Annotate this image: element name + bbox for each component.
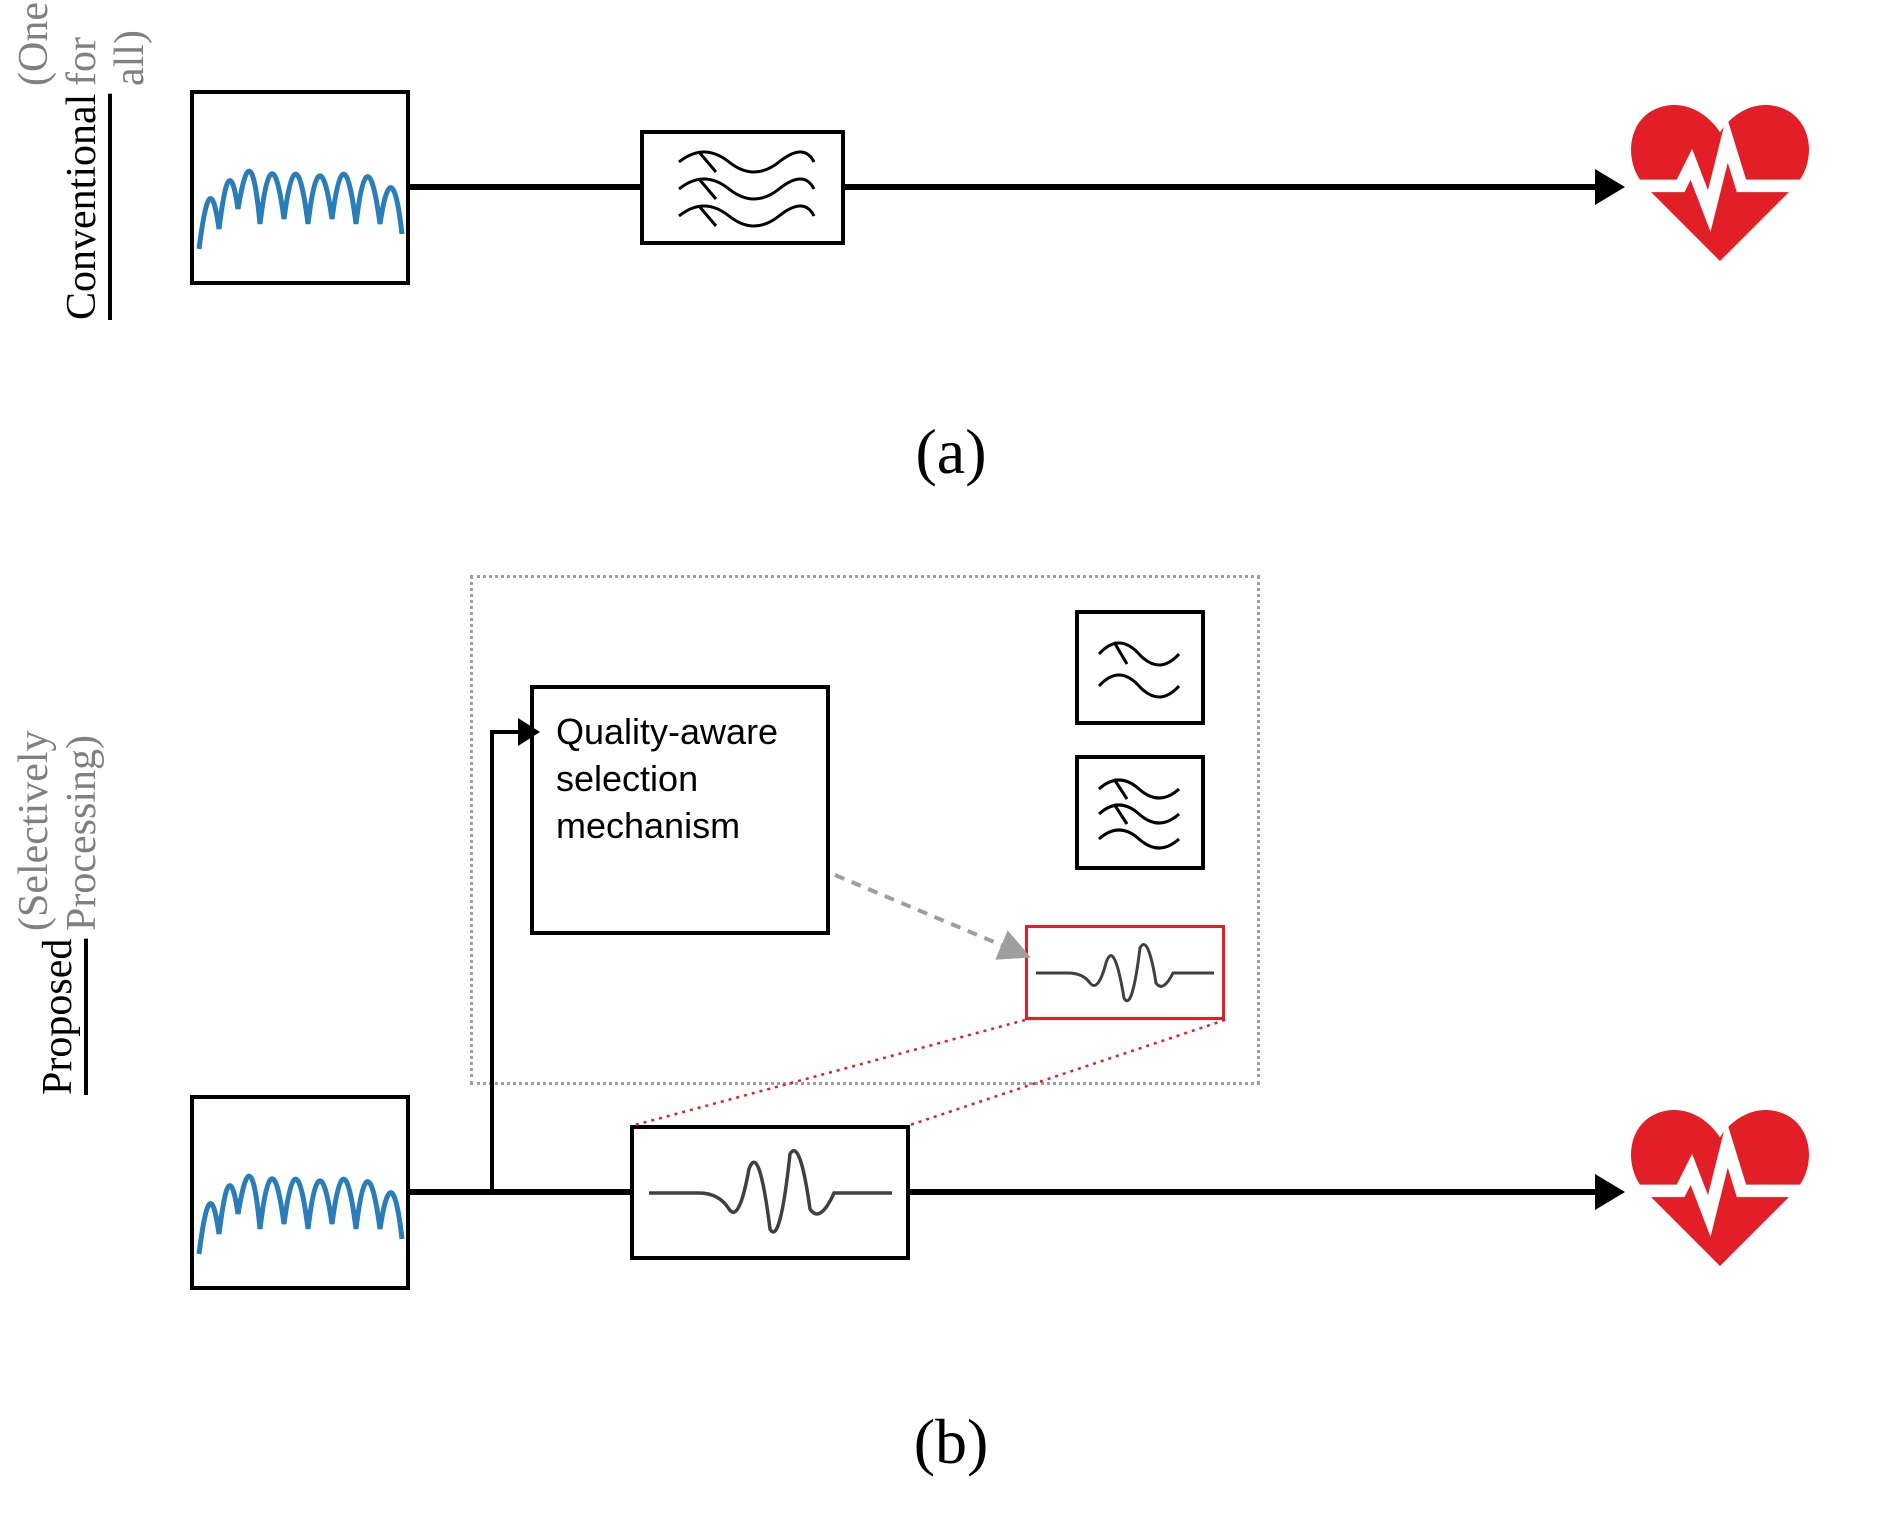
panel-b: Proposed (Selectively Processing) Qualit… xyxy=(0,555,1902,1532)
arrow-segment-1 xyxy=(410,184,640,190)
arrowhead-b-icon xyxy=(1595,1174,1625,1210)
panel-a: Conventional (One for all) (a) xyxy=(0,20,1902,550)
main-filter-box xyxy=(630,1125,910,1260)
filter-icon xyxy=(1079,759,1201,866)
panel-a-caption: (a) xyxy=(915,415,986,489)
panel-b-sidelabel-main: Proposed xyxy=(34,939,82,1095)
panel-a-sidelabel-sub: (One for all) xyxy=(10,2,154,86)
selector-box: Quality-aware selection mechanism xyxy=(530,685,830,935)
arrow-segment-2 xyxy=(845,184,1595,190)
filter-option-selected xyxy=(1025,925,1225,1020)
heart-icon xyxy=(1630,100,1810,270)
selector-box-text: Quality-aware selection mechanism xyxy=(556,711,778,846)
signal-input-box xyxy=(190,90,410,285)
panel-b-caption: (b) xyxy=(914,1405,989,1479)
panel-a-sidelabel: Conventional (One for all) xyxy=(10,60,154,320)
ppg-waveform-icon xyxy=(194,94,406,281)
panel-a-sidelabel-main: Conventional xyxy=(58,94,106,320)
arrowhead-up-icon xyxy=(518,718,540,746)
arrow-b-seg2 xyxy=(910,1189,1595,1195)
filter-icon xyxy=(1079,614,1201,721)
signal-input-box-b xyxy=(190,1095,410,1290)
heart-output xyxy=(1630,100,1810,270)
wavelet-icon xyxy=(1028,928,1222,1017)
ppg-waveform-icon xyxy=(194,1099,406,1286)
elbow-v xyxy=(490,730,494,1192)
elbow-h2 xyxy=(490,730,520,734)
selection-link xyxy=(630,1015,1230,1135)
panel-b-sidelabel-sub: (Selectively Processing) xyxy=(10,615,106,931)
arrow-b-seg1 xyxy=(410,1189,630,1195)
filter-box xyxy=(640,130,845,245)
filter-icon xyxy=(644,134,841,241)
wavelet-icon xyxy=(634,1129,906,1256)
panel-b-sidelabel: Proposed (Selectively Processing) xyxy=(10,615,106,1095)
filter-option-1 xyxy=(1075,610,1205,725)
heart-output-b xyxy=(1630,1105,1810,1275)
filter-option-2 xyxy=(1075,755,1205,870)
heart-icon xyxy=(1630,1105,1810,1275)
arrowhead-icon xyxy=(1595,169,1625,205)
selection-arrow xyxy=(830,855,1050,975)
